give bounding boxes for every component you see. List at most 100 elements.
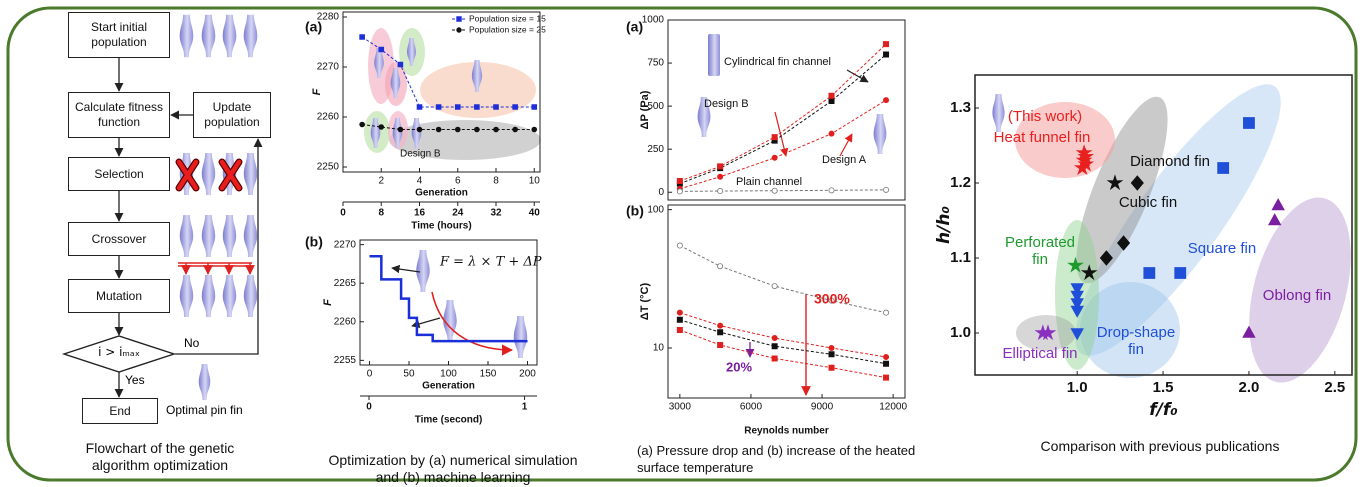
x2-tick-label: 40 bbox=[529, 208, 541, 219]
rejected-marks bbox=[175, 158, 243, 192]
data-point bbox=[454, 126, 461, 133]
x-tick-label: 2 bbox=[378, 176, 384, 187]
data-point bbox=[676, 316, 683, 323]
x-axis-label: Reynolds number bbox=[744, 426, 829, 437]
data-point bbox=[717, 342, 724, 349]
data-point bbox=[771, 187, 778, 194]
series-label: Oblong fin bbox=[1262, 287, 1332, 304]
data-point bbox=[828, 297, 835, 304]
channel-icons bbox=[697, 34, 887, 396]
x2-tick-label: 0 bbox=[366, 402, 372, 413]
y-axis-label: h/h₀ bbox=[934, 206, 954, 244]
x2-tick-label: 24 bbox=[452, 208, 464, 219]
data-point bbox=[676, 188, 683, 195]
x-tick-label: 0 bbox=[367, 369, 373, 380]
x2-tick-label: 8 bbox=[378, 208, 384, 219]
data-point bbox=[771, 154, 778, 161]
data-point bbox=[531, 126, 538, 133]
decision-label: i > iₘₐₓ bbox=[98, 345, 140, 359]
data-point bbox=[676, 326, 683, 333]
panel-label: (a) bbox=[305, 19, 322, 35]
data-point bbox=[883, 309, 890, 316]
x-tick-label: 12000 bbox=[879, 402, 907, 413]
panel-label: (a) bbox=[626, 19, 643, 35]
scatter-point bbox=[1070, 305, 1084, 318]
data-point bbox=[771, 335, 778, 341]
scatter-point bbox=[1116, 235, 1131, 251]
y-tick-label: 2270 bbox=[317, 62, 340, 73]
plot-frame bbox=[667, 204, 906, 399]
data-point bbox=[883, 186, 890, 193]
data-point bbox=[828, 92, 835, 99]
scatter-point bbox=[1080, 264, 1098, 281]
scatter-point bbox=[1070, 328, 1084, 341]
data-point bbox=[883, 97, 890, 104]
y-tick-label: 2250 bbox=[317, 162, 340, 173]
scatter-point bbox=[1271, 198, 1285, 211]
annotation: 300% bbox=[814, 291, 850, 307]
data-point bbox=[828, 345, 835, 351]
y-axis-label: ΔT (°C) bbox=[639, 282, 651, 320]
series-line bbox=[362, 124, 535, 130]
data-point bbox=[397, 126, 404, 133]
y-tick-label: 100 bbox=[647, 204, 664, 215]
legend-label: Population size = 15 bbox=[469, 13, 546, 23]
x-tick-label: 9000 bbox=[811, 402, 834, 413]
flow-node: Calculate fitness function bbox=[68, 92, 170, 138]
edge-label: Yes bbox=[125, 373, 145, 387]
flow-node: Selection bbox=[68, 157, 170, 191]
y-axis-label: F bbox=[322, 299, 334, 306]
decision-diamond bbox=[61, 335, 177, 373]
series-line bbox=[679, 99, 887, 190]
legend-marker bbox=[456, 27, 462, 33]
edge-label: No bbox=[184, 336, 200, 350]
data-point bbox=[493, 126, 499, 133]
caption: (a) Pressure drop and (b) increase of th… bbox=[637, 443, 916, 475]
series-label: Plain channel bbox=[736, 176, 802, 188]
x-tick-label: 4 bbox=[417, 176, 423, 187]
data-point bbox=[828, 97, 835, 104]
data-point bbox=[717, 163, 724, 170]
y-tick-label: 1000 bbox=[642, 15, 665, 26]
x-tick-label: 2.5 bbox=[1324, 379, 1345, 396]
data-point bbox=[771, 134, 778, 141]
legend-marker bbox=[456, 16, 462, 22]
data-point bbox=[397, 61, 404, 68]
data-point bbox=[883, 360, 890, 367]
data-point bbox=[883, 374, 890, 381]
x-tick-label: 3000 bbox=[669, 402, 692, 413]
data-point bbox=[717, 322, 724, 329]
series-line bbox=[679, 245, 887, 314]
y-tick-label: 2260 bbox=[317, 112, 340, 123]
y-tick-label: 2260 bbox=[334, 316, 357, 327]
plot-frame bbox=[667, 19, 906, 201]
series-label: Design A bbox=[822, 154, 867, 166]
x2-tick-label: 0 bbox=[340, 208, 346, 219]
data-point bbox=[883, 354, 890, 360]
x-tick-label: 100 bbox=[440, 369, 457, 380]
y-axis-label: F bbox=[311, 88, 323, 95]
data-point bbox=[771, 355, 778, 362]
caption: Flowchart of the genetic algorithm optim… bbox=[85, 440, 235, 473]
x2-tick-label: 16 bbox=[414, 208, 426, 219]
y-tick-label: 1.2 bbox=[950, 174, 971, 191]
y-tick-label: 0 bbox=[658, 187, 664, 198]
y-tick-label: 2280 bbox=[317, 12, 340, 23]
series-line bbox=[679, 54, 887, 185]
data-point bbox=[454, 104, 461, 110]
scatter-point bbox=[1039, 324, 1057, 341]
image-label: Optimal pin fin bbox=[166, 403, 243, 417]
annotation: (This work) bbox=[1007, 108, 1083, 125]
data-point bbox=[717, 173, 724, 180]
series-label: Square fin bbox=[1187, 240, 1257, 257]
series-line bbox=[679, 312, 887, 358]
data-point bbox=[435, 104, 442, 110]
scatter-point bbox=[1070, 298, 1084, 311]
flow-arrows bbox=[114, 58, 263, 398]
x-tick-label: 50 bbox=[403, 369, 415, 380]
series-label: Elliptical fin bbox=[1002, 345, 1078, 362]
data-point bbox=[359, 121, 365, 128]
scatter-point bbox=[1243, 117, 1255, 129]
